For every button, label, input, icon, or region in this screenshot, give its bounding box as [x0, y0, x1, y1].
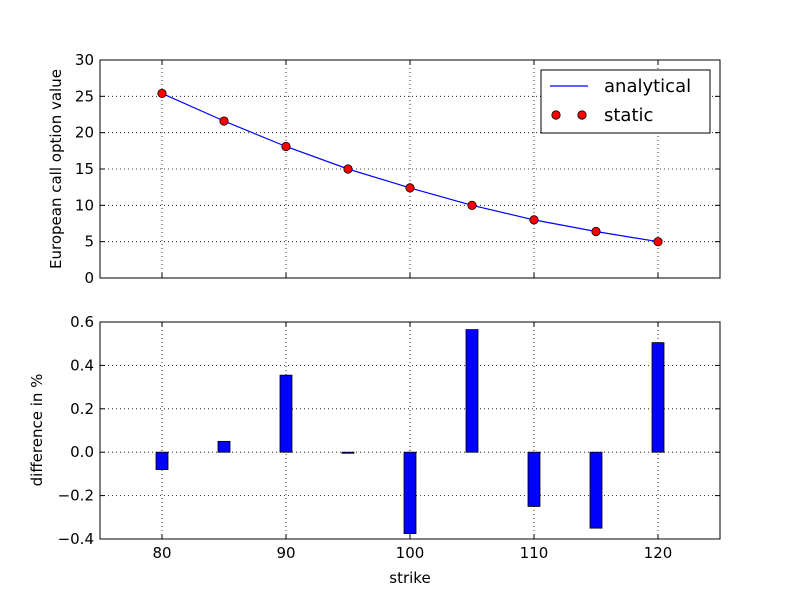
static-point-120	[653, 237, 663, 247]
top-y-tick-label-15: 15	[75, 160, 94, 178]
top-y-tick-label-0: 0	[84, 269, 94, 287]
x-tick-label-100: 100	[396, 544, 425, 562]
top-ticks: 0 5 10 15 20 25 30	[75, 51, 720, 287]
bottom-y-tick-label-0: −0.4	[58, 530, 94, 548]
static-series-points	[157, 88, 663, 247]
top-y-axis-label: European call option value	[47, 69, 65, 269]
top-y-tick-label-5: 5	[84, 233, 94, 251]
difference-bar-90	[279, 374, 293, 453]
static-point-85	[219, 116, 229, 126]
difference-bar-100	[403, 451, 417, 534]
difference-bar-105	[465, 329, 479, 453]
bottom-y-tick-label-3: 0.2	[70, 400, 94, 418]
difference-bar-95	[341, 451, 355, 454]
top-y-tick-label-30: 30	[75, 51, 94, 69]
top-y-tick-label-10: 10	[75, 196, 94, 214]
x-tick-label-120: 120	[644, 544, 673, 562]
x-tick-label-80: 80	[152, 544, 171, 562]
legend: analytical static	[540, 69, 711, 134]
top-y-tick-label-20: 20	[75, 124, 94, 142]
bottom-y-tick-label-5: 0.6	[70, 313, 94, 331]
difference-bars	[155, 329, 665, 534]
x-tick-label-90: 90	[276, 544, 295, 562]
legend-static-marker-2	[577, 110, 587, 120]
top-y-tick-label-25: 25	[75, 87, 94, 105]
bottom-y-tick-label-4: 0.4	[70, 356, 94, 374]
legend-analytical-label: analytical	[604, 76, 691, 97]
difference-bar-115	[589, 451, 603, 529]
difference-panel: 80 90 100 110 120 −0.4 −0.2 0.0 0.2 0.4 0.6 differ…	[28, 313, 721, 587]
static-point-115	[591, 226, 601, 237]
static-point-110	[529, 215, 539, 225]
static-point-80	[157, 88, 167, 99]
x-tick-label-110: 110	[520, 544, 549, 562]
difference-bar-120	[651, 342, 665, 453]
difference-bar-80	[155, 451, 169, 470]
legend-box	[540, 69, 711, 134]
static-point-90	[281, 141, 291, 152]
difference-bar-110	[527, 451, 541, 507]
bottom-ticks: 80 90 100 110 120 −0.4 −0.2 0.0 0.2 0.4 0.6	[58, 313, 720, 562]
bottom-y-axis-label: difference in %	[28, 374, 46, 487]
bottom-y-tick-label-1: −0.2	[58, 487, 94, 505]
bottom-y-tick-label-2: 0.0	[70, 443, 94, 461]
static-point-105	[467, 200, 477, 210]
static-point-95	[343, 164, 353, 174]
x-axis-label: strike	[389, 569, 430, 587]
legend-static-marker-1	[551, 110, 561, 120]
legend-static-label: static	[604, 105, 653, 126]
static-point-100	[405, 183, 415, 193]
difference-bar-85	[217, 440, 231, 453]
